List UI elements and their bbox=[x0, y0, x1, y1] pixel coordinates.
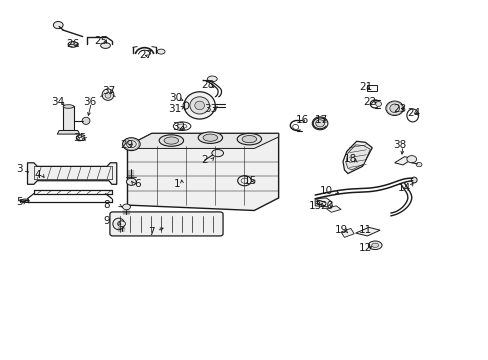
Text: 11: 11 bbox=[358, 225, 371, 235]
Text: 29: 29 bbox=[120, 140, 133, 150]
Text: 2: 2 bbox=[201, 155, 207, 165]
Ellipse shape bbox=[406, 156, 416, 163]
Text: 16: 16 bbox=[295, 115, 308, 125]
Text: 9: 9 bbox=[103, 216, 110, 226]
Polygon shape bbox=[27, 163, 117, 184]
Polygon shape bbox=[315, 198, 331, 207]
Ellipse shape bbox=[237, 134, 261, 145]
Ellipse shape bbox=[242, 135, 256, 143]
Text: 19: 19 bbox=[334, 225, 347, 235]
Polygon shape bbox=[57, 131, 80, 134]
Polygon shape bbox=[340, 228, 353, 237]
Text: 1: 1 bbox=[174, 179, 180, 189]
Text: 4: 4 bbox=[34, 170, 41, 180]
Ellipse shape bbox=[312, 117, 327, 130]
Text: 6: 6 bbox=[134, 179, 140, 189]
Text: 27: 27 bbox=[139, 50, 152, 60]
Text: 14: 14 bbox=[397, 183, 410, 193]
Ellipse shape bbox=[203, 134, 217, 141]
Text: 23: 23 bbox=[392, 104, 406, 114]
Text: 32: 32 bbox=[172, 122, 185, 132]
Ellipse shape bbox=[194, 101, 204, 110]
Text: 24: 24 bbox=[407, 108, 420, 118]
Ellipse shape bbox=[68, 41, 78, 47]
Text: 28: 28 bbox=[201, 80, 214, 90]
Text: 25: 25 bbox=[94, 36, 107, 46]
Ellipse shape bbox=[385, 101, 403, 116]
Text: 31: 31 bbox=[168, 104, 182, 114]
Text: 37: 37 bbox=[102, 86, 115, 96]
Ellipse shape bbox=[82, 117, 90, 125]
Text: 22: 22 bbox=[363, 97, 376, 107]
Ellipse shape bbox=[105, 93, 111, 98]
Ellipse shape bbox=[126, 178, 136, 185]
Text: 5: 5 bbox=[16, 197, 22, 207]
Ellipse shape bbox=[53, 22, 63, 29]
Ellipse shape bbox=[183, 102, 188, 109]
Polygon shape bbox=[127, 134, 278, 148]
Text: 8: 8 bbox=[103, 200, 110, 210]
Ellipse shape bbox=[367, 241, 381, 249]
Ellipse shape bbox=[389, 104, 399, 113]
Ellipse shape bbox=[315, 120, 324, 127]
FancyBboxPatch shape bbox=[110, 212, 223, 236]
Ellipse shape bbox=[126, 140, 136, 148]
Ellipse shape bbox=[211, 149, 223, 157]
Ellipse shape bbox=[189, 97, 209, 114]
Ellipse shape bbox=[118, 221, 125, 226]
Ellipse shape bbox=[122, 204, 130, 210]
Ellipse shape bbox=[122, 138, 140, 150]
Ellipse shape bbox=[177, 124, 186, 129]
Text: 26: 26 bbox=[66, 40, 80, 49]
Ellipse shape bbox=[63, 105, 74, 108]
Text: 13: 13 bbox=[308, 201, 321, 211]
Polygon shape bbox=[342, 141, 371, 174]
Text: 33: 33 bbox=[203, 104, 217, 114]
Ellipse shape bbox=[207, 76, 217, 82]
Ellipse shape bbox=[159, 135, 183, 146]
Ellipse shape bbox=[157, 49, 164, 54]
Ellipse shape bbox=[198, 132, 222, 143]
Text: 30: 30 bbox=[168, 93, 182, 103]
Text: 35: 35 bbox=[73, 133, 86, 143]
Ellipse shape bbox=[371, 243, 378, 247]
Text: 3: 3 bbox=[16, 164, 22, 174]
Ellipse shape bbox=[113, 218, 124, 230]
Polygon shape bbox=[326, 206, 340, 212]
Text: 18: 18 bbox=[344, 154, 357, 164]
Polygon shape bbox=[127, 134, 278, 211]
Polygon shape bbox=[394, 157, 412, 165]
Ellipse shape bbox=[21, 199, 29, 203]
Text: 34: 34 bbox=[52, 97, 65, 107]
Text: 12: 12 bbox=[358, 243, 371, 253]
Ellipse shape bbox=[410, 177, 416, 183]
Text: 36: 36 bbox=[82, 97, 96, 107]
Text: 15: 15 bbox=[243, 176, 257, 186]
Ellipse shape bbox=[101, 42, 110, 48]
Text: 20: 20 bbox=[319, 201, 332, 211]
Ellipse shape bbox=[183, 92, 215, 119]
Text: 7: 7 bbox=[148, 227, 155, 237]
Ellipse shape bbox=[241, 178, 247, 183]
Text: 21: 21 bbox=[358, 82, 371, 93]
Ellipse shape bbox=[163, 137, 178, 144]
Ellipse shape bbox=[415, 162, 421, 167]
Text: 10: 10 bbox=[319, 186, 332, 197]
Bar bbox=[366, 85, 376, 91]
Ellipse shape bbox=[375, 102, 381, 107]
Polygon shape bbox=[345, 145, 369, 170]
Text: 17: 17 bbox=[314, 115, 327, 125]
Polygon shape bbox=[355, 227, 379, 236]
Ellipse shape bbox=[102, 89, 114, 100]
Bar bbox=[63, 107, 74, 130]
Text: 38: 38 bbox=[392, 140, 406, 150]
